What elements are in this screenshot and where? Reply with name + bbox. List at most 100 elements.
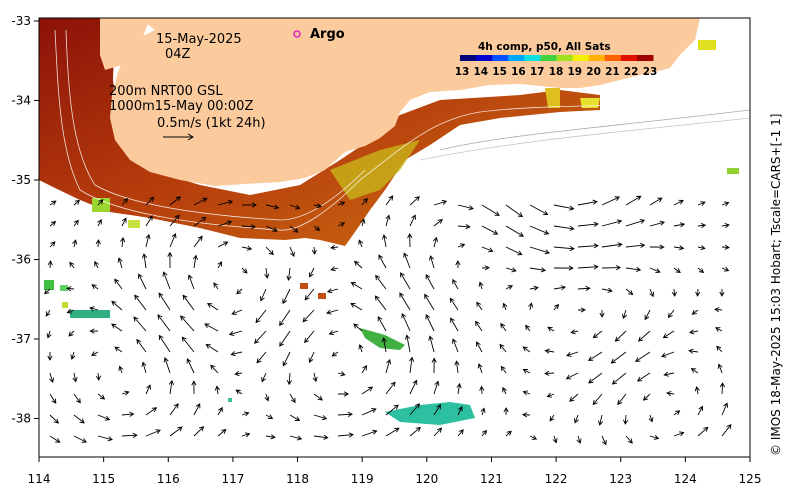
current-arrow (625, 266, 642, 273)
current-arrow (241, 267, 248, 274)
current-arrow (479, 385, 485, 395)
current-arrow (282, 351, 291, 367)
x-tick-label: 115 (92, 472, 115, 486)
current-arrow (72, 239, 78, 248)
argo-marker-icon (293, 30, 301, 38)
current-arrow (313, 225, 321, 232)
colorbar-title: 4h comp, p50, All Sats (478, 41, 611, 53)
sst-patch-yellow-3 (580, 98, 600, 108)
colorbar-swatch (620, 55, 638, 61)
current-arrow (649, 267, 661, 274)
current-arrow (431, 357, 437, 374)
current-arrow (264, 393, 270, 402)
current-arrow (261, 372, 267, 383)
current-arrow (145, 384, 151, 395)
imos-credit-label: © IMOS 18-May-2025 15:03 Hobart; Tscale=… (769, 114, 783, 456)
current-arrow (588, 372, 603, 384)
x-axis-ticks: 114 115 116 117 118 119 120 121 122 123 124 125 (28, 457, 761, 486)
current-arrow (502, 386, 507, 395)
current-arrow (279, 309, 291, 327)
colorbar-swatch (636, 55, 654, 61)
current-arrow (570, 329, 579, 335)
colorbar-tick-label: 19 (567, 66, 582, 78)
current-arrow (476, 341, 483, 353)
colorbar-tick-label: 18 (549, 66, 564, 78)
current-arrow (673, 410, 681, 416)
current-arrow (94, 260, 99, 269)
current-arrow (264, 267, 270, 279)
current-arrow (577, 307, 586, 313)
current-arrow (409, 196, 420, 206)
current-arrow (625, 242, 646, 249)
current-arrow (625, 288, 634, 296)
current-arrow (286, 267, 292, 282)
current-arrow (187, 274, 195, 290)
current-arrow (549, 414, 555, 422)
current-arrow (193, 426, 205, 437)
current-arrow (565, 372, 579, 380)
current-arrow (385, 214, 391, 227)
current-arrow (529, 225, 550, 235)
current-arrow (592, 393, 603, 406)
current-arrow (697, 201, 706, 207)
x-tick-label: 118 (286, 472, 309, 486)
current-arrow (47, 260, 53, 269)
current-arrow (279, 330, 291, 347)
current-arrow (231, 309, 243, 315)
current-arrow (673, 431, 685, 437)
current-arrow (167, 251, 173, 269)
current-arrow (158, 334, 171, 353)
current-arrow (599, 309, 605, 318)
current-arrow (255, 309, 267, 324)
current-arrow (409, 379, 418, 395)
current-arrow (649, 434, 660, 440)
contour-label: 200m NRT00 GSL (109, 84, 223, 99)
current-arrow (72, 372, 78, 383)
current-arrow (622, 309, 627, 320)
current-arrow (457, 406, 463, 416)
current-arrow (66, 286, 75, 292)
current-arrow (313, 393, 323, 401)
current-arrow (577, 221, 599, 227)
current-arrow (598, 414, 604, 426)
current-arrow (721, 222, 730, 229)
current-arrow (601, 287, 613, 293)
current-arrow (191, 380, 197, 395)
sst-patches-offshore (44, 40, 739, 425)
current-arrow (601, 242, 623, 248)
current-arrow (566, 351, 579, 357)
current-arrow (715, 327, 723, 332)
current-arrow (425, 274, 435, 290)
current-arrow (667, 309, 675, 319)
current-arrow (552, 435, 558, 444)
current-arrow (457, 204, 474, 211)
current-arrow (117, 257, 123, 269)
current-arrow (721, 402, 728, 416)
current-arrow (553, 285, 566, 291)
current-arrow (136, 338, 147, 353)
current-arrow (385, 427, 400, 437)
current-arrow (312, 372, 318, 383)
current-arrow (138, 273, 147, 290)
current-arrow (97, 435, 113, 442)
current-arrow (502, 302, 508, 311)
current-arrow (193, 197, 208, 206)
current-arrow (302, 309, 315, 323)
current-arrow (522, 412, 531, 418)
current-arrow (529, 285, 539, 291)
current-arrow (217, 261, 223, 269)
current-arrow (424, 293, 435, 311)
current-arrow (452, 278, 459, 290)
current-arrow (114, 346, 123, 353)
current-arrow (114, 278, 123, 290)
current-arrow (68, 330, 75, 337)
current-arrow (97, 199, 104, 206)
current-arrow (719, 382, 726, 395)
current-arrow (433, 199, 448, 206)
current-arrow (311, 246, 317, 255)
current-arrow (97, 393, 106, 400)
current-arrow (457, 224, 471, 230)
current-arrow (429, 255, 435, 269)
current-arrow (425, 314, 435, 332)
current-arrow (689, 329, 699, 335)
